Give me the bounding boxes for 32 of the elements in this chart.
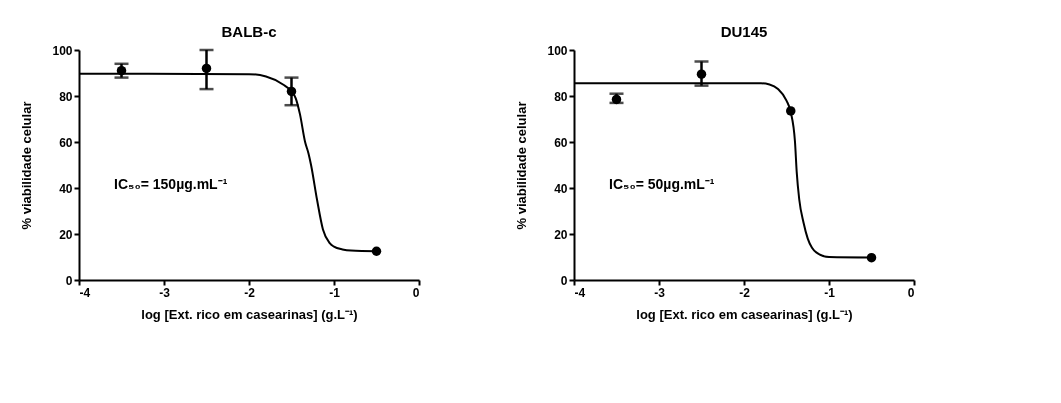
x-axis-title: log [Ext. rico em casearinas] (g.L⁻¹) — [141, 306, 358, 322]
y-axis-title: % viabilidade celular — [514, 101, 530, 230]
x-tick-label: -1 — [824, 285, 836, 300]
x-tick-label: -2 — [739, 285, 751, 300]
point — [696, 69, 707, 79]
y-tick-label: 60 — [554, 135, 568, 150]
x-tick-label: -3 — [159, 285, 171, 300]
y-tick-label: 40 — [59, 181, 73, 196]
x-tick-label: -4 — [79, 285, 91, 300]
y-tick-label: 40 — [554, 181, 568, 196]
x-tick-label: -3 — [654, 285, 666, 300]
y-tick-label: 0 — [560, 273, 568, 288]
y-tick-label: 100 — [52, 43, 73, 58]
chart-title: DU145 — [720, 23, 768, 40]
x-tick-label: -1 — [329, 285, 341, 300]
y-tick-label: 80 — [59, 89, 73, 104]
chart-title: BALB-c — [221, 23, 277, 40]
y-tick-label: 20 — [554, 227, 568, 242]
x-axis-title: log [Ext. rico em casearinas] (g.L⁻¹) — [636, 306, 853, 322]
x-tick-label: 0 — [412, 285, 420, 300]
x-tick-label: -2 — [244, 285, 256, 300]
y-tick-label: 100 — [547, 43, 568, 58]
y-axis-title: % viabilidade celular — [19, 101, 35, 230]
annotation: IC₅₀= 150µg.mL⁻¹ — [114, 176, 228, 192]
x-tick-label: -4 — [574, 285, 586, 300]
y-tick-label: 20 — [59, 227, 73, 242]
y-tick-label: 80 — [554, 89, 568, 104]
y-tick-label: 60 — [59, 135, 73, 150]
annotation: IC₅₀= 50µg.mL⁻¹ — [609, 176, 715, 192]
x-tick-label: 0 — [907, 285, 915, 300]
point — [201, 63, 212, 74]
y-tick-label: 0 — [65, 273, 73, 288]
